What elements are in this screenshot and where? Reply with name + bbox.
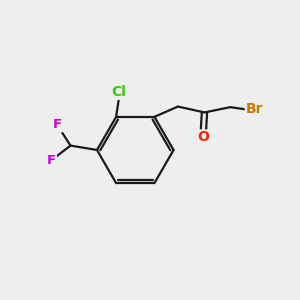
Text: Br: Br bbox=[246, 103, 263, 116]
Text: O: O bbox=[197, 130, 209, 145]
Text: Cl: Cl bbox=[112, 85, 127, 99]
Text: F: F bbox=[53, 118, 62, 131]
Text: F: F bbox=[47, 154, 56, 167]
